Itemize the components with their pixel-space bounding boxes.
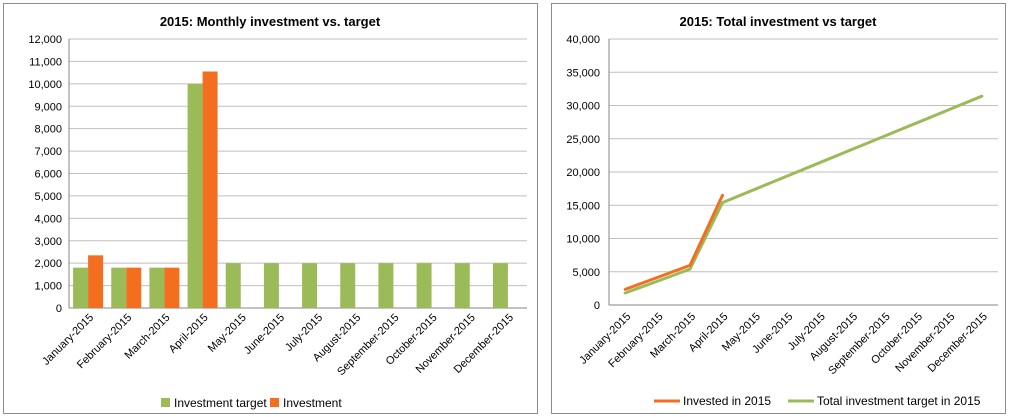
y-tick-label: 5,000 — [34, 191, 62, 203]
bar-target — [263, 263, 279, 308]
y-tick-label: 8,000 — [34, 124, 62, 136]
y-tick-label: 40,000 — [566, 34, 600, 46]
chart-title: 2015: Monthly investment vs. target — [160, 14, 381, 29]
bar-target — [225, 263, 241, 308]
x-tick-label: June-2015 — [242, 312, 287, 357]
y-tick-label: 15,000 — [566, 200, 600, 212]
y-tick-label: 0 — [56, 303, 62, 315]
bar-target — [73, 267, 89, 308]
bar-target — [492, 263, 508, 308]
legend-label: Invested in 2015 — [683, 394, 771, 408]
bar-target — [340, 263, 356, 308]
bar-target — [454, 263, 470, 308]
bar-target — [378, 263, 394, 308]
x-tick-label: April-2015 — [167, 312, 211, 356]
y-tick-label: 7,000 — [34, 146, 62, 158]
bar-target — [149, 267, 165, 308]
bar-target — [416, 263, 432, 308]
legend-label: Total investment target in 2015 — [817, 394, 981, 408]
legend-label: Investment — [283, 396, 342, 410]
bar-target — [111, 267, 127, 308]
y-tick-label: 5,000 — [572, 267, 600, 279]
legend-swatch — [161, 398, 170, 407]
bar-target — [187, 83, 203, 308]
chart-title: 2015: Total investment vs target — [680, 14, 878, 29]
y-tick-label: 1,000 — [34, 281, 62, 293]
bar-investment — [164, 267, 180, 308]
bar-investment — [202, 71, 218, 308]
total-investment-chart: 2015: Total investment vs target 0 5,000 1… — [551, 3, 1006, 414]
y-tick-label: 6,000 — [34, 169, 62, 181]
legend-label: Investment target — [174, 396, 267, 410]
target-line — [623, 94, 984, 295]
x-tick-label: December-2015 — [926, 311, 990, 375]
invested-line — [623, 193, 724, 291]
y-tick-label: 4,000 — [34, 213, 62, 225]
monthly-investment-chart-svg: 2015: Monthly investment vs. target 0 1,0… — [28, 14, 527, 410]
y-tick-label: 10,000 — [28, 79, 62, 91]
y-tick-label: 25,000 — [566, 134, 600, 146]
monthly-investment-chart: 2015: Monthly investment vs. target 0 1,0… — [3, 3, 538, 414]
y-tick-label: 35,000 — [566, 67, 600, 79]
y-tick-label: 11,000 — [29, 56, 62, 68]
y-tick-label: 0 — [594, 300, 600, 312]
y-tick-label: 30,000 — [566, 101, 600, 113]
legend-swatch — [270, 398, 279, 407]
y-tick-label: 10,000 — [566, 234, 600, 246]
y-tick-label: 9,000 — [34, 101, 62, 113]
total-investment-chart-svg: 2015: Total investment vs target 0 5,000 1… — [566, 14, 998, 408]
bar-investment — [126, 267, 142, 308]
y-tick-label: 3,000 — [34, 236, 62, 248]
bar-investment — [88, 255, 104, 308]
x-tick-label: November-2015 — [893, 311, 957, 375]
bar-target — [302, 263, 318, 308]
y-tick-label: 12,000 — [28, 34, 62, 46]
y-tick-label: 2,000 — [34, 258, 62, 270]
y-tick-label: 20,000 — [566, 167, 600, 179]
